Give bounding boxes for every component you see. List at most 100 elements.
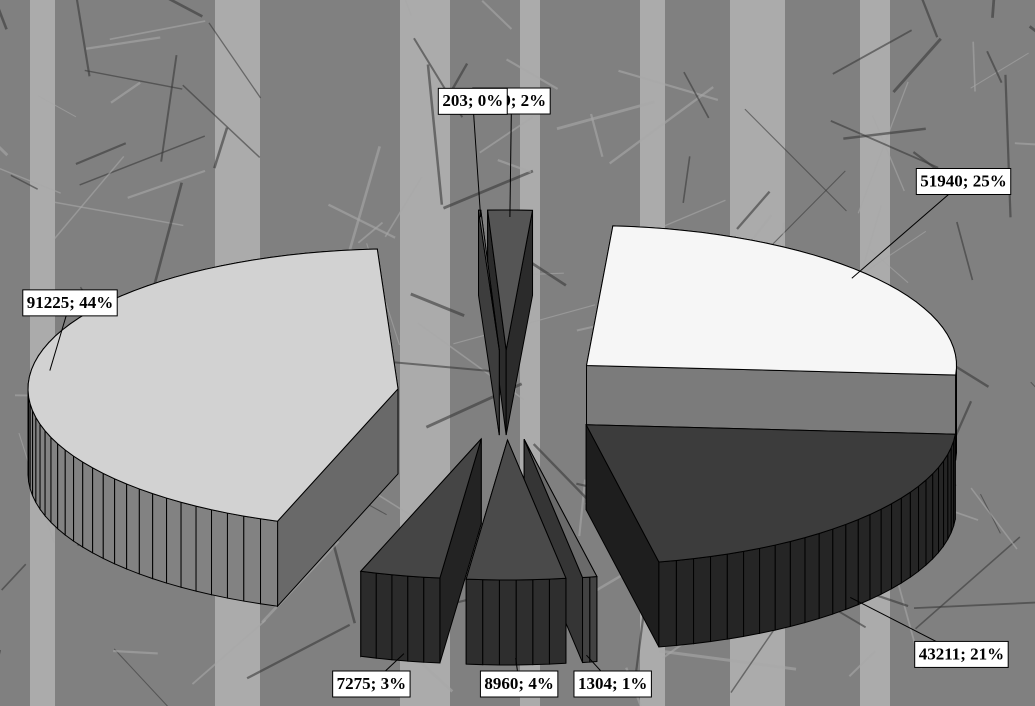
branch [751, 214, 773, 241]
slice-side [675, 558, 695, 647]
slice-side [57, 442, 66, 537]
branch [970, 52, 1029, 89]
slice-side [909, 485, 920, 579]
slice [359, 438, 482, 579]
branch [497, 159, 532, 174]
branch [442, 169, 534, 210]
slice-side [465, 578, 484, 666]
branch [357, 221, 384, 244]
slice-side [64, 449, 75, 543]
label-box [22, 289, 118, 317]
slice-side [226, 512, 245, 602]
branch [505, 58, 559, 90]
data-label: 7275; 3% [337, 674, 406, 693]
data-label: 8960; 4% [484, 674, 553, 693]
branch [830, 120, 939, 169]
slice-side [360, 570, 377, 659]
slice-side [857, 513, 871, 606]
slice-side [423, 576, 441, 664]
branch [991, 0, 996, 18]
branch [1, 563, 27, 591]
slice-side [35, 415, 41, 511]
branch [246, 623, 351, 680]
branch [191, 619, 267, 685]
slice-side [195, 505, 213, 596]
branch [208, 22, 262, 99]
slice [27, 248, 399, 522]
branch [764, 170, 846, 253]
slice-side [532, 578, 550, 666]
slice-side [774, 540, 791, 631]
branch [84, 69, 183, 90]
slice-side [114, 478, 128, 570]
branch [578, 479, 587, 537]
branch [663, 199, 726, 227]
slice-side [589, 576, 598, 663]
label-box [479, 670, 559, 698]
slice [465, 438, 567, 581]
slice-side [943, 452, 949, 548]
slice-side [891, 497, 902, 590]
slice-side [515, 579, 534, 666]
branch [659, 649, 797, 671]
slice-side [582, 576, 591, 664]
branch [481, 0, 513, 30]
branch [556, 100, 655, 131]
slice-side [869, 508, 882, 601]
label-box [914, 640, 1009, 668]
branch [915, 536, 1021, 630]
slice-side [710, 553, 728, 643]
slice-side [180, 501, 197, 592]
branch [914, 601, 1035, 610]
slice-side [925, 472, 934, 567]
branch [182, 84, 261, 159]
branch [213, 127, 229, 169]
slice-side [548, 577, 567, 665]
leader-line [509, 101, 512, 218]
branch [857, 81, 909, 214]
slice-side [880, 502, 893, 596]
slice-side [804, 532, 820, 624]
branch [54, 201, 184, 227]
slice-side [375, 572, 393, 661]
slice-side [932, 466, 940, 561]
branch [871, 115, 905, 192]
branch [426, 64, 444, 205]
slice-side [82, 461, 94, 554]
branch [85, 36, 161, 50]
branch [75, 0, 91, 77]
branch [113, 648, 169, 706]
branch [384, 176, 423, 238]
branch [863, 230, 927, 274]
branch [327, 203, 396, 239]
branch [1014, 142, 1035, 146]
label-box [437, 87, 508, 115]
slice-side [126, 483, 140, 575]
data-label: 43211; 21% [919, 644, 1004, 663]
slice-side [900, 491, 911, 584]
branch [168, 0, 203, 18]
branch [0, 168, 61, 194]
branch [152, 182, 183, 287]
branch [38, 95, 77, 118]
branch [848, 650, 876, 677]
branch [10, 174, 38, 190]
slice-side [92, 467, 104, 560]
slice [585, 424, 956, 563]
slice-side [152, 492, 168, 584]
data-label: 1304; 1% [578, 674, 647, 693]
slice-side [482, 579, 500, 666]
branch [449, 62, 469, 93]
slice-side [102, 472, 116, 565]
slice-side [832, 523, 847, 615]
branch [410, 292, 465, 317]
branch [110, 81, 141, 104]
data-label: 203; 0% [442, 91, 503, 110]
slice-side [211, 509, 228, 599]
data-label: 91225; 44% [27, 293, 113, 312]
branch [986, 50, 1003, 84]
slice-side [498, 579, 517, 666]
slice [585, 225, 957, 376]
slice-side [39, 422, 46, 518]
